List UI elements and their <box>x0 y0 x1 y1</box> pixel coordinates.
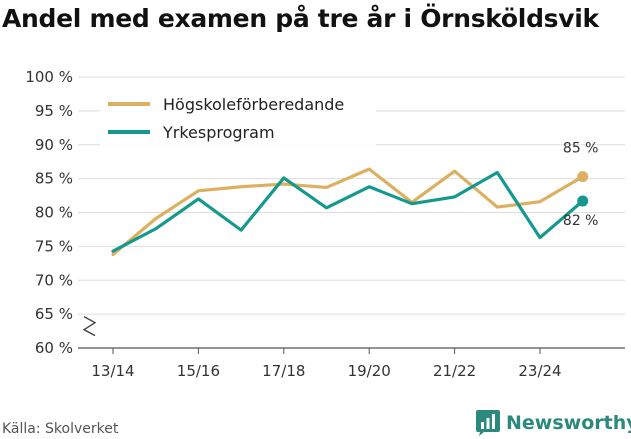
x-axis-ticks: 13/14 15/16 17/18 19/20 21/22 23/24 <box>91 348 562 380</box>
chart-title: Andel med examen på tre år i Örnsköldsvi… <box>2 4 599 33</box>
x-tick-label: 13/14 <box>91 362 134 380</box>
series-end-label: 85 % <box>563 141 599 157</box>
series-end-point <box>577 171 589 183</box>
x-tick-label: 17/18 <box>262 362 305 380</box>
series-lines: 85 % 82 % <box>111 141 599 257</box>
y-tick-label: 85 % <box>35 170 73 188</box>
y-tick-label: 100 % <box>25 68 73 86</box>
series-line <box>111 167 585 257</box>
x-tick-label: 15/16 <box>177 362 220 380</box>
y-tick-label: 70 % <box>35 271 73 289</box>
x-tick-label: 21/22 <box>433 362 476 380</box>
x-tick-label: 23/24 <box>518 362 561 380</box>
x-tick-label: 19/20 <box>348 362 391 380</box>
bar-chart-logo-icon <box>476 410 500 436</box>
legend: Högskoleförberedande Yrkesprogram <box>100 88 376 148</box>
axis-break-mark <box>82 316 97 337</box>
y-tick-label: 65 % <box>35 305 73 323</box>
y-tick-label: 75 % <box>35 237 73 255</box>
line-chart: 100 % 95 % 90 % 85 % 80 % 75 % 70 % 65 % 60 % 13… <box>25 68 625 380</box>
y-tick-label: 60 % <box>35 339 73 357</box>
series-end-point <box>577 195 589 207</box>
legend-background <box>100 88 376 148</box>
y-tick-label: 95 % <box>35 102 73 120</box>
y-tick-label: 90 % <box>35 136 73 154</box>
legend-label: Yrkesprogram <box>162 123 275 142</box>
brand-logo: Newsworthy <box>476 409 631 437</box>
y-tick-label: 80 % <box>35 204 73 222</box>
source-note: Källa: Skolverket <box>2 421 119 437</box>
brand-name: Newsworthy <box>506 412 631 434</box>
y-axis-tick-labels: 100 % 95 % 90 % 85 % 80 % 75 % 70 % 65 % 60 % <box>25 68 73 357</box>
legend-label: Högskoleförberedande <box>163 95 344 114</box>
y-axis-break <box>82 316 97 337</box>
series-line <box>111 170 585 253</box>
series-end-label: 82 % <box>563 213 599 229</box>
